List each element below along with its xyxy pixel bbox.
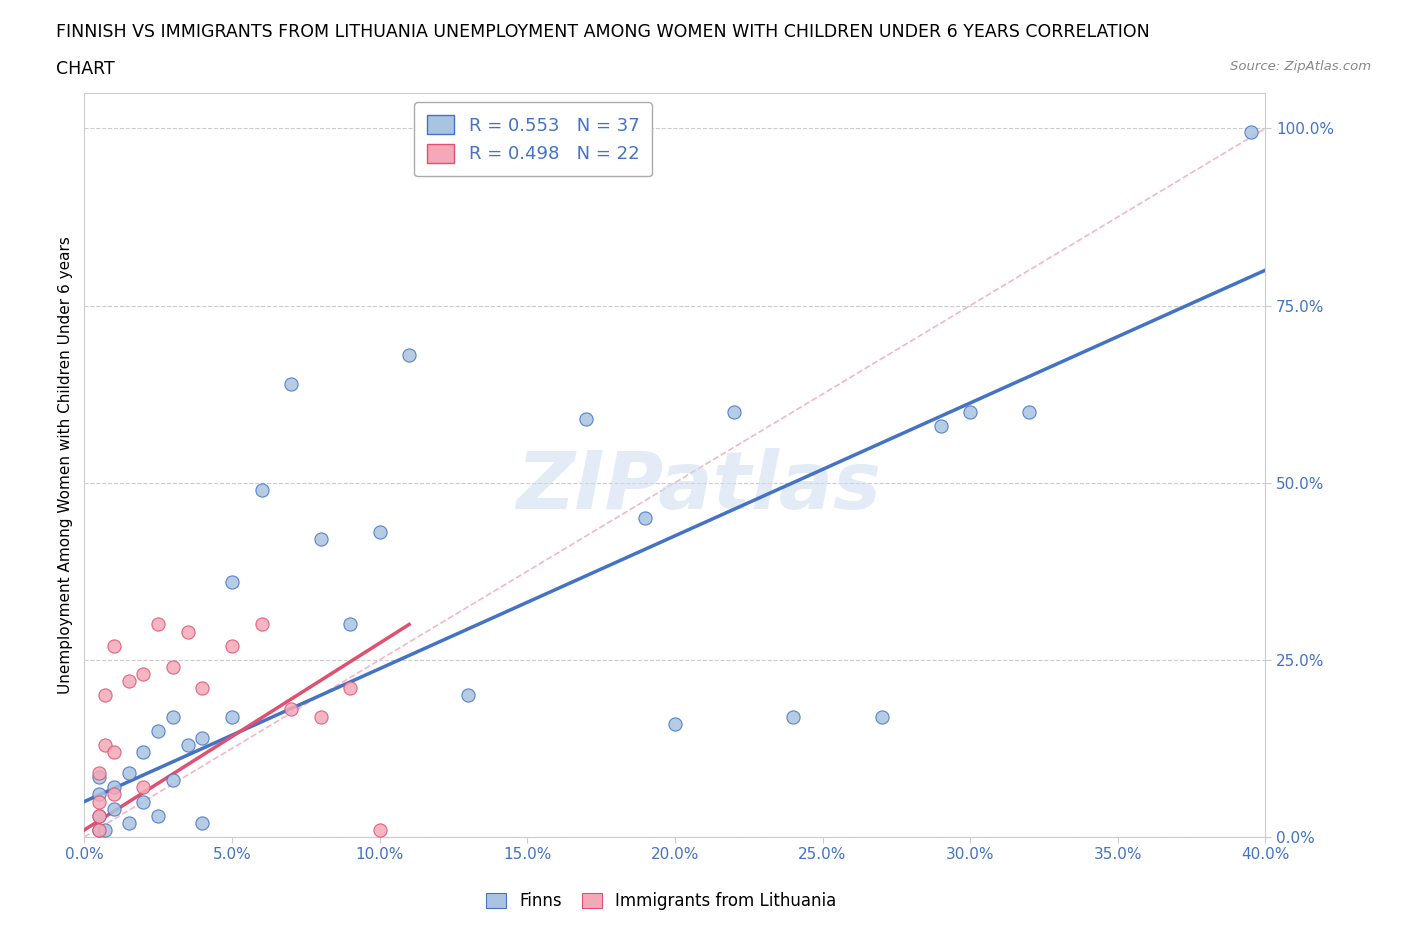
Point bbox=[87, 822, 111, 837]
Text: FINNISH VS IMMIGRANTS FROM LITHUANIA UNEMPLOYMENT AMONG WOMEN WITH CHILDREN UNDE: FINNISH VS IMMIGRANTS FROM LITHUANIA UNE… bbox=[56, 23, 1150, 41]
Point bbox=[132, 794, 155, 809]
Text: CHART: CHART bbox=[56, 60, 115, 78]
Point bbox=[103, 780, 125, 795]
Point bbox=[870, 709, 893, 724]
Point bbox=[148, 808, 170, 823]
Point bbox=[368, 822, 391, 837]
Point bbox=[575, 411, 598, 426]
Point bbox=[103, 787, 125, 802]
Point bbox=[118, 765, 141, 780]
Point bbox=[723, 405, 745, 419]
Point bbox=[309, 532, 332, 547]
Point bbox=[929, 418, 952, 433]
Point bbox=[309, 709, 332, 724]
Point bbox=[280, 376, 302, 391]
Point bbox=[1018, 405, 1040, 419]
Point bbox=[94, 822, 117, 837]
Point bbox=[177, 737, 200, 752]
Point bbox=[221, 575, 243, 590]
Point bbox=[148, 724, 170, 738]
Point bbox=[87, 794, 111, 809]
Point bbox=[103, 802, 125, 817]
Point bbox=[250, 617, 273, 631]
Point bbox=[87, 808, 111, 823]
Point bbox=[221, 709, 243, 724]
Point bbox=[457, 688, 479, 703]
Point bbox=[132, 780, 155, 795]
Point bbox=[1240, 125, 1263, 140]
Point bbox=[87, 765, 111, 780]
Point bbox=[118, 816, 141, 830]
Point bbox=[959, 405, 981, 419]
Point bbox=[339, 681, 361, 696]
Point bbox=[177, 624, 200, 639]
Point bbox=[339, 617, 361, 631]
Point bbox=[664, 716, 686, 731]
Point bbox=[398, 348, 420, 363]
Point bbox=[132, 667, 155, 682]
Point bbox=[162, 709, 184, 724]
Point bbox=[280, 702, 302, 717]
Point bbox=[132, 745, 155, 760]
Point bbox=[103, 745, 125, 760]
Legend: R = 0.553   N = 37, R = 0.498   N = 22: R = 0.553 N = 37, R = 0.498 N = 22 bbox=[415, 102, 652, 176]
Point bbox=[162, 773, 184, 788]
Point bbox=[148, 617, 170, 631]
Point bbox=[221, 638, 243, 653]
Point bbox=[191, 730, 214, 745]
Text: Source: ZipAtlas.com: Source: ZipAtlas.com bbox=[1230, 60, 1371, 73]
Point bbox=[634, 511, 657, 525]
Point bbox=[87, 808, 111, 823]
Point bbox=[87, 769, 111, 784]
Text: ZIPatlas: ZIPatlas bbox=[516, 448, 882, 526]
Point bbox=[191, 681, 214, 696]
Point bbox=[191, 816, 214, 830]
Point bbox=[782, 709, 804, 724]
Point bbox=[87, 822, 111, 837]
Point bbox=[368, 525, 391, 539]
Point bbox=[94, 688, 117, 703]
Point bbox=[94, 737, 117, 752]
Point bbox=[87, 787, 111, 802]
Legend: Finns, Immigrants from Lithuania: Finns, Immigrants from Lithuania bbox=[479, 885, 842, 917]
Point bbox=[250, 483, 273, 498]
Point bbox=[118, 673, 141, 688]
Point bbox=[162, 659, 184, 674]
Y-axis label: Unemployment Among Women with Children Under 6 years: Unemployment Among Women with Children U… bbox=[58, 236, 73, 694]
Point bbox=[103, 638, 125, 653]
